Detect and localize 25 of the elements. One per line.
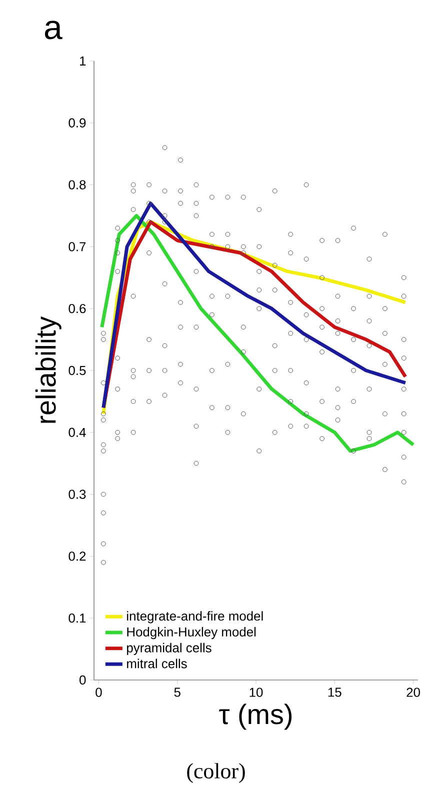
legend-label: pyramidal cells: [127, 642, 212, 655]
y-tick-label: 0.9: [68, 118, 86, 128]
x-tick-label: 0: [96, 688, 102, 697]
y-tick-label: 0.2: [68, 552, 86, 561]
y-tick-label: 0.8: [68, 180, 86, 190]
y-tick-label: 0.4: [68, 428, 86, 437]
text: (color): [187, 763, 245, 783]
line-series: [100, 214, 416, 453]
legend-label: Hodgkin-Huxley model: [127, 627, 256, 640]
y-tick-label: 0.3: [68, 490, 86, 499]
y-tick-label: 0.5: [68, 366, 86, 376]
x-tick-label: 10: [250, 688, 263, 697]
x-tick-label: 20: [406, 688, 420, 697]
y-tick-label: 0: [80, 675, 86, 685]
y-tick-label: 0.1: [68, 614, 86, 623]
y-tick-label: 1: [80, 56, 86, 66]
x-axis-title: τ (ms): [219, 704, 292, 730]
chart-title: a: [44, 20, 62, 40]
legend-label: integrate-and-fire model: [127, 611, 263, 624]
y-tick-label: 0.7: [68, 242, 86, 252]
x-tick-label: 5: [174, 688, 180, 697]
y-axis-title: reliability: [35, 316, 62, 423]
y-tick-label: 0.6: [68, 304, 86, 314]
x-tick-label: 15: [328, 688, 342, 697]
legend-label: mitral cells: [127, 658, 187, 668]
